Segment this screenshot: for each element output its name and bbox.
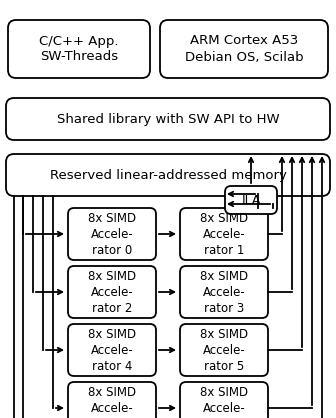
- FancyBboxPatch shape: [68, 324, 156, 376]
- Text: 8x SIMD
Accele-
rator 7: 8x SIMD Accele- rator 7: [200, 385, 248, 418]
- Text: 8x SIMD
Accele-
rator 6: 8x SIMD Accele- rator 6: [88, 385, 136, 418]
- Text: 8x SIMD
Accele-
rator 1: 8x SIMD Accele- rator 1: [200, 212, 248, 257]
- FancyBboxPatch shape: [180, 266, 268, 318]
- Text: 8x SIMD
Accele-
rator 4: 8x SIMD Accele- rator 4: [88, 327, 136, 372]
- FancyBboxPatch shape: [68, 382, 156, 418]
- Text: 8x SIMD
Accele-
rator 2: 8x SIMD Accele- rator 2: [88, 270, 136, 314]
- FancyBboxPatch shape: [225, 186, 277, 214]
- FancyBboxPatch shape: [68, 266, 156, 318]
- FancyBboxPatch shape: [180, 382, 268, 418]
- FancyBboxPatch shape: [68, 208, 156, 260]
- Text: ILA: ILA: [241, 194, 261, 206]
- FancyBboxPatch shape: [160, 20, 328, 78]
- Text: C/C++ App.
SW-Threads: C/C++ App. SW-Threads: [39, 35, 119, 64]
- Text: Reserved linear-addressed memory: Reserved linear-addressed memory: [50, 168, 286, 181]
- Text: 8x SIMD
Accele-
rator 3: 8x SIMD Accele- rator 3: [200, 270, 248, 314]
- Text: Shared library with SW API to HW: Shared library with SW API to HW: [57, 112, 279, 125]
- Text: ARM Cortex A53
Debian OS, Scilab: ARM Cortex A53 Debian OS, Scilab: [185, 35, 303, 64]
- Text: 8x SIMD
Accele-
rator 0: 8x SIMD Accele- rator 0: [88, 212, 136, 257]
- FancyBboxPatch shape: [6, 98, 330, 140]
- FancyBboxPatch shape: [6, 154, 330, 196]
- FancyBboxPatch shape: [8, 20, 150, 78]
- FancyBboxPatch shape: [180, 208, 268, 260]
- Text: 8x SIMD
Accele-
rator 5: 8x SIMD Accele- rator 5: [200, 327, 248, 372]
- FancyBboxPatch shape: [180, 324, 268, 376]
